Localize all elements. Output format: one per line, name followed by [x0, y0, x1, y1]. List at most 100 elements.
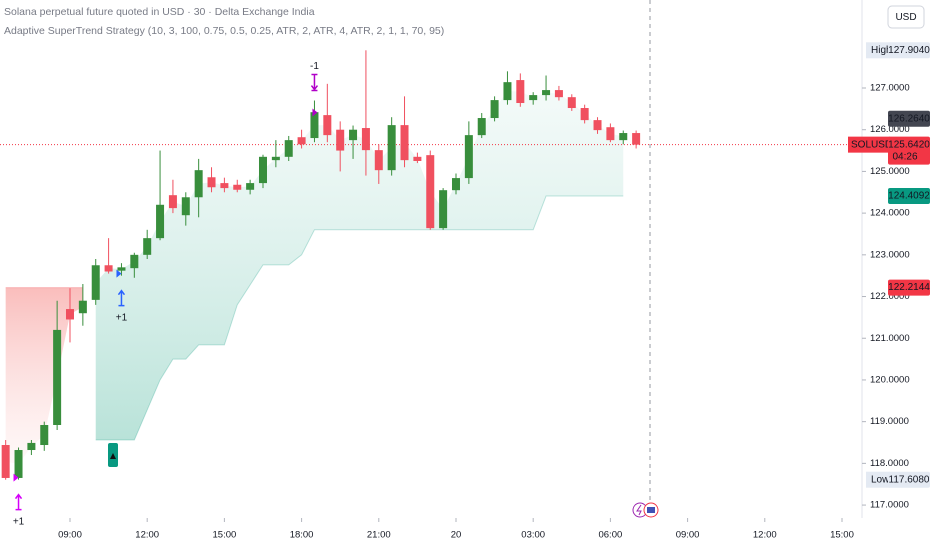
candle-body — [554, 90, 563, 98]
candle-body — [451, 178, 460, 191]
y-tick-label: 125.0000 — [870, 166, 910, 177]
candle-body — [464, 135, 473, 179]
price-tag — [888, 471, 930, 488]
candle-body — [194, 170, 203, 198]
candle-body — [130, 254, 139, 269]
candle-body — [606, 127, 615, 141]
candle-body — [258, 156, 267, 184]
candle-body — [143, 238, 152, 255]
candle-body — [246, 183, 255, 190]
candle-body — [593, 120, 602, 131]
last-price-name: SOLUSD.P — [851, 139, 902, 150]
x-tick-label: 09:00 — [58, 530, 82, 541]
y-tick-label: 123.0000 — [870, 249, 910, 260]
candle-body — [14, 450, 23, 478]
candle-body — [374, 150, 383, 171]
candle-body — [78, 300, 87, 314]
y-tick-label: 127.0000 — [870, 83, 910, 94]
signal-arrow — [14, 493, 23, 511]
y-tick-label: 124.0000 — [870, 208, 910, 219]
signal-marker — [312, 108, 318, 117]
candle-body — [220, 183, 229, 189]
candle-body — [91, 265, 100, 300]
y-tick-label: 122.0000 — [870, 291, 910, 302]
x-tick-label: 03:00 — [521, 530, 545, 541]
event-flag-glyph — [647, 507, 655, 513]
candle-body — [439, 190, 448, 229]
x-tick-label: 15:00 — [213, 530, 237, 541]
candle-body — [168, 195, 177, 209]
candle-body — [310, 112, 319, 139]
candle-body — [65, 309, 74, 320]
candle-body — [336, 129, 345, 151]
chart-title: Solana perpetual future quoted in USD · … — [4, 6, 315, 18]
y-tick-label: 121.0000 — [870, 333, 910, 344]
signal-label: +1 — [13, 516, 25, 527]
countdown: 04:26 — [892, 151, 917, 162]
candle-body — [400, 125, 409, 161]
candle-body — [413, 156, 422, 161]
tag-name: High — [871, 45, 892, 56]
x-tick-label: 15:00 — [830, 530, 854, 541]
entry-badge-icon — [110, 453, 116, 459]
candle-body — [490, 100, 499, 119]
price-tag-label: 122.2144 — [888, 282, 930, 293]
trend-fill — [5, 287, 83, 464]
candle-body — [619, 133, 628, 141]
price-tag — [888, 188, 930, 205]
x-tick-label: 12:00 — [753, 530, 777, 541]
candle-body — [233, 184, 242, 190]
x-tick-label: 21:00 — [367, 530, 391, 541]
currency-button[interactable] — [887, 5, 925, 29]
y-tick-label: 119.0000 — [870, 416, 909, 427]
signal-label: +1 — [116, 312, 128, 323]
candle-body — [284, 140, 293, 157]
signal-arrow — [310, 73, 319, 92]
candle-body — [207, 177, 216, 188]
price-tag-label: 127.9040 — [888, 45, 930, 56]
plot-area — [0, 50, 862, 480]
tag-name-box — [866, 471, 890, 488]
trend-fill — [95, 91, 624, 441]
y-tick-label: 126.0000 — [870, 124, 910, 135]
candle-body — [580, 108, 589, 121]
tag-name: Low — [871, 474, 890, 485]
signal-arrow — [117, 289, 126, 307]
candle-body — [516, 80, 525, 104]
x-tick-label: 18:00 — [290, 530, 314, 541]
candle-body — [1, 445, 10, 478]
candle-body — [387, 125, 396, 171]
candle-body — [104, 265, 113, 272]
candle-body — [567, 97, 576, 109]
signal-label: -1 — [310, 61, 319, 72]
candle-body — [503, 82, 512, 101]
price-tag — [888, 42, 930, 59]
candle-body — [181, 197, 190, 216]
x-tick-label: 09:00 — [676, 530, 700, 541]
candle-body — [323, 115, 332, 136]
candle-body — [632, 133, 641, 145]
candle-body — [27, 442, 36, 451]
last-price-name-box — [848, 136, 890, 153]
price-tag-label: 117.6080 — [889, 474, 930, 485]
candle-body — [117, 267, 126, 271]
x-tick-label: 06:00 — [598, 530, 622, 541]
candle-body — [349, 129, 358, 141]
tag-name-box — [866, 42, 890, 59]
candle-body — [297, 137, 306, 145]
candle-body — [542, 90, 551, 96]
x-tick-label: 20 — [451, 530, 462, 541]
candle-body — [361, 128, 370, 151]
currency-label: USD — [895, 12, 916, 23]
candle-body — [156, 204, 165, 239]
candle-body — [529, 95, 538, 101]
candle-body — [271, 156, 280, 161]
candle-body — [53, 329, 62, 425]
indicator-title: Adaptive SuperTrend Strategy (10, 3, 100… — [4, 25, 444, 37]
x-tick-label: 12:00 — [135, 530, 159, 541]
candle-body — [40, 424, 49, 446]
y-tick-label: 117.0000 — [870, 500, 909, 511]
price-tag-label: 126.2640 — [888, 113, 930, 124]
signal-marker — [13, 473, 19, 482]
